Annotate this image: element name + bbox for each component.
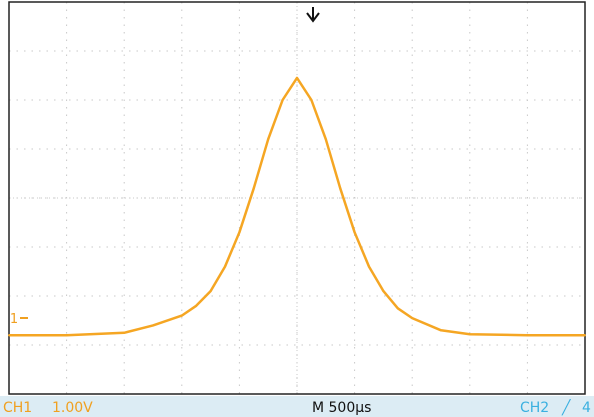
waveform-point [584,334,586,337]
timebase-readout: M 500µs [312,400,371,416]
waveform-point [296,76,298,79]
ch1-scale: 1.00V [52,400,93,416]
graticule [9,2,585,394]
waveform-point [339,187,342,190]
waveform-point [382,290,385,293]
ch1-ground-marker[interactable]: 1 [10,312,18,327]
down-arrow-icon[interactable] [306,7,320,23]
waveform-point [152,324,154,327]
waveform-point [195,304,198,307]
waveform-point [368,265,370,268]
trigger-slope-icon: ╱ [561,399,572,416]
waveform-point [281,99,284,101]
waveform-point [526,334,529,337]
screen-frame [8,1,586,395]
ch2-label: CH2 [520,400,549,416]
waveform-point [396,307,399,310]
ch2-trailing: 4 [582,400,591,416]
waveform-point [411,317,414,320]
waveform-point [123,331,126,334]
waveform-point [267,138,270,141]
waveform-point [353,231,356,234]
waveform-point [310,99,313,101]
waveform-point [238,231,241,234]
waveform-point [209,290,212,293]
waveform-point [468,333,471,336]
waveform-point [252,187,255,190]
waveform-point [324,138,327,141]
waveform-point [65,334,68,337]
waveform-point [8,334,10,337]
ch1-waveform-points [8,76,586,337]
waveform-point [224,265,226,268]
waveform-point [440,329,442,332]
waveform-point [180,314,183,317]
status-bar-background [0,396,594,417]
ch1-label: CH1 [3,400,32,416]
